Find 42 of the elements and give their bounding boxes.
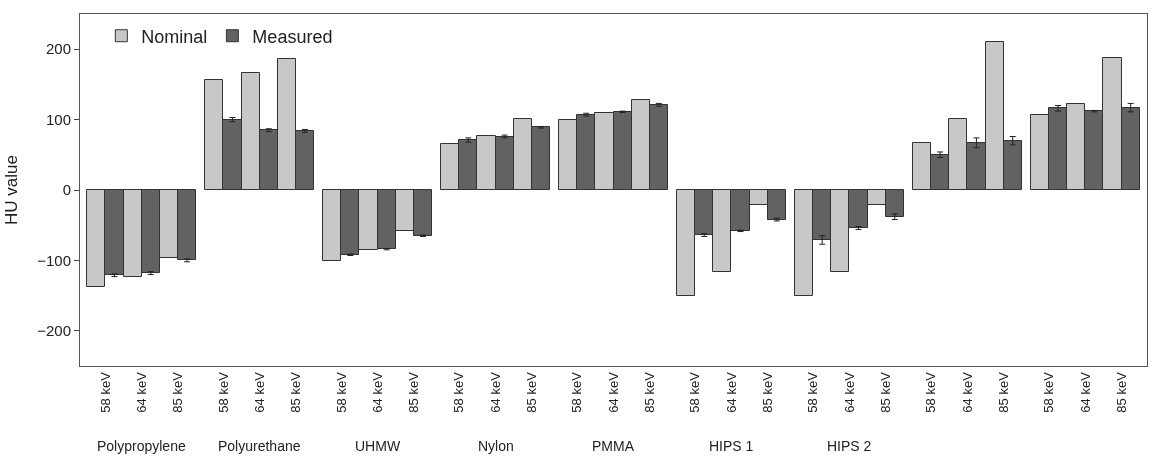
x-tick-label: 64 keV xyxy=(487,371,503,413)
x-tick-label: 85 keV xyxy=(524,371,540,413)
text: HIPS 2 xyxy=(827,438,872,454)
legend-label: Measured xyxy=(252,26,333,47)
x-tick-label: 58 keV xyxy=(569,371,585,413)
x-tick-label: 58 keV xyxy=(805,371,821,413)
x-tick-label: 58 keV xyxy=(451,371,467,413)
text: PMMA xyxy=(592,438,635,454)
text: Polypropylene xyxy=(97,438,186,454)
legend-label: Nominal xyxy=(141,26,208,47)
x-tick-label: 85 keV xyxy=(995,371,1011,413)
x-tick-label: 85 keV xyxy=(170,371,186,413)
x-tick-label: 58 keV xyxy=(1041,371,1057,413)
x-tick-label: 64 keV xyxy=(959,371,975,413)
x-tick-label: 58 keV xyxy=(687,371,703,413)
x-tick-label: 58 keV xyxy=(333,371,349,413)
y-tick-label: 0 xyxy=(62,181,71,199)
text: HIPS 1 xyxy=(709,438,754,454)
y-axis-title: HU value xyxy=(1,155,21,225)
x-tick-label: 64 keV xyxy=(841,371,857,413)
x-tick-label: 64 keV xyxy=(605,371,621,413)
y-tick-label: −100 xyxy=(37,251,71,269)
x-tick-label: 64 keV xyxy=(723,371,739,413)
x-tick-label: 85 keV xyxy=(288,371,304,413)
x-tick-label: 64 keV xyxy=(1077,371,1093,413)
text: UHMW xyxy=(355,438,401,454)
x-tick-label: 58 keV xyxy=(923,371,939,413)
x-tick-label: 58 keV xyxy=(215,371,231,413)
x-tick-label: 64 keV xyxy=(251,371,267,413)
x-tick-label: 85 keV xyxy=(877,371,893,413)
text: Polyurethane xyxy=(218,438,301,454)
text: Nylon xyxy=(478,438,514,454)
x-tick-label: 85 keV xyxy=(759,371,775,413)
x-tick-label: 58 keV xyxy=(97,371,113,413)
x-tick-label: 85 keV xyxy=(406,371,422,413)
x-tick-label: 64 keV xyxy=(133,371,149,413)
x-tick-label: 64 keV xyxy=(369,371,385,413)
y-tick-label: −200 xyxy=(37,322,71,340)
y-tick-label: 100 xyxy=(45,110,71,128)
y-tick-label: 200 xyxy=(45,40,71,58)
x-tick-label: 85 keV xyxy=(642,371,658,413)
x-tick-label: 85 keV xyxy=(1113,371,1129,413)
